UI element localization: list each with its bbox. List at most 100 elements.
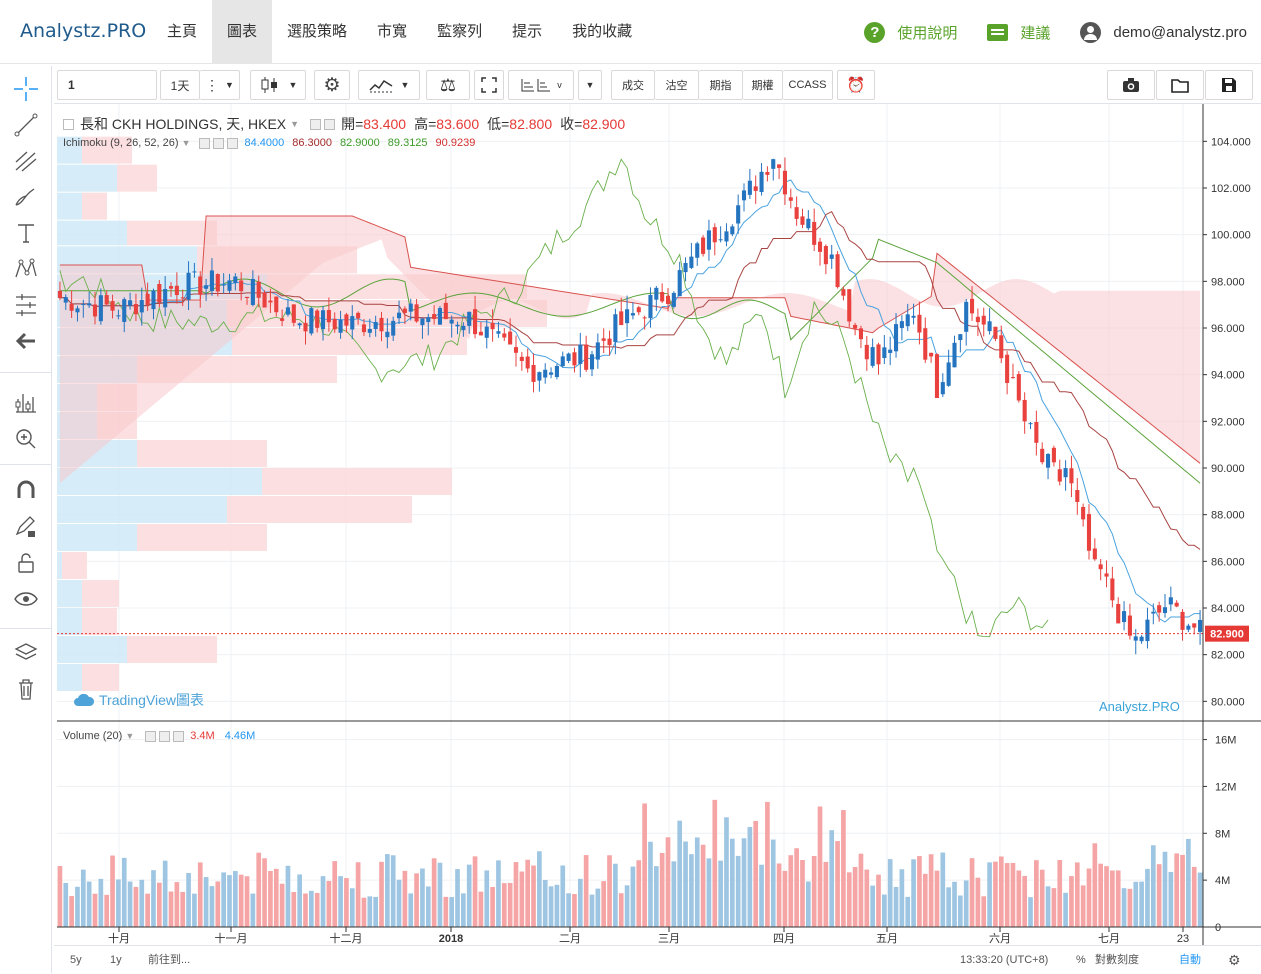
nav-item[interactable]: 選股策略 xyxy=(287,23,348,40)
layout-dropdown[interactable]: ▼ xyxy=(578,70,602,100)
volume-bar xyxy=(133,886,139,927)
stay-drawing-tool[interactable] xyxy=(11,512,41,542)
volume-bar xyxy=(1028,897,1033,927)
help-link[interactable]: ? 使用說明 xyxy=(864,21,958,43)
visibility-tool[interactable] xyxy=(11,584,41,614)
toolbar-button[interactable]: 成交 xyxy=(611,70,655,100)
eye-toggle-icon[interactable] xyxy=(145,730,157,742)
pitchfork-tool[interactable] xyxy=(11,146,41,176)
volume-bar xyxy=(104,894,110,927)
settings-toggle-icon[interactable] xyxy=(159,730,171,742)
gear-icon[interactable]: ⚙ xyxy=(1228,952,1241,968)
save-button[interactable] xyxy=(1205,70,1253,100)
candle-body xyxy=(320,310,326,330)
magnet-tool[interactable] xyxy=(11,476,41,506)
chart-svg[interactable]: 82.900 104.000 102.000 100.000 98.000 96.000 9… xyxy=(57,104,1261,945)
text-tool[interactable] xyxy=(11,218,41,248)
user-menu[interactable]: demo@analystz.pro xyxy=(1080,21,1247,43)
brush-tool[interactable] xyxy=(11,182,41,212)
chevron-down-icon[interactable]: ▼ xyxy=(290,119,300,129)
interval-button[interactable]: 1天 xyxy=(160,70,200,100)
volume-profile-bar xyxy=(137,524,267,551)
volume-bar xyxy=(238,874,244,927)
trendline-tool[interactable] xyxy=(11,110,41,140)
nav-item[interactable]: 監察列 xyxy=(437,23,483,40)
candle-body xyxy=(689,256,694,268)
eye-toggle-icon[interactable] xyxy=(310,118,322,130)
app-logo[interactable]: Analystz.PRO xyxy=(20,20,147,42)
crosshair-tool[interactable] xyxy=(11,74,41,104)
main-legend: 長和 CKH HOLDINGS, 天, HKEX ▼ 開= 83.400 高= 83… xyxy=(63,114,625,134)
fullscreen-button[interactable] xyxy=(474,70,504,100)
candle-body xyxy=(1028,423,1033,425)
layers-tool[interactable] xyxy=(11,638,41,668)
collapse-icon[interactable] xyxy=(63,118,74,130)
interval-dropdown[interactable]: ⋮ ▼ xyxy=(200,70,240,100)
nav-item[interactable]: 我的收藏 xyxy=(572,23,633,40)
folder-icon xyxy=(1171,78,1189,93)
volume-bar xyxy=(408,893,414,927)
measure-tool[interactable] xyxy=(11,388,41,418)
range-1y-button[interactable]: 1y xyxy=(110,954,122,966)
trendline-icon xyxy=(14,113,38,137)
candle-body xyxy=(455,324,460,327)
chevron-down-icon[interactable]: ▼ xyxy=(181,138,191,148)
chevron-down-icon[interactable]: ▼ xyxy=(125,731,135,741)
prediction-tool[interactable] xyxy=(11,290,41,320)
goto-date-button[interactable]: 前往到... xyxy=(148,954,191,966)
indicators-button[interactable]: ▼ xyxy=(358,70,420,100)
log-scale-button[interactable]: 對數刻度 xyxy=(1095,954,1139,966)
volume-tick-label: 16M xyxy=(1215,735,1236,747)
alarm-button[interactable]: ⏰ xyxy=(837,70,875,100)
symbol-input[interactable]: 1 xyxy=(57,70,157,100)
high-value: 83.600 xyxy=(436,116,480,132)
auto-scale-button[interactable]: 自動 xyxy=(1179,954,1201,966)
lock-tool[interactable] xyxy=(11,548,41,578)
pattern-tool[interactable] xyxy=(11,254,41,284)
zoom-tool[interactable] xyxy=(11,424,41,454)
nav-item[interactable]: 主頁 xyxy=(167,23,198,40)
candle-body xyxy=(280,318,285,321)
percent-scale-button[interactable]: % xyxy=(1076,954,1086,966)
clock-display[interactable]: 13:33:20 (UTC+8) xyxy=(960,954,1049,966)
volume-bar xyxy=(314,892,320,927)
tradingview-watermark[interactable]: TradingView圖表 xyxy=(73,690,204,710)
nav-item[interactable]: 圖表 xyxy=(212,0,273,64)
nav-item[interactable]: 市寬 xyxy=(377,23,408,40)
toolbar-button[interactable]: 期指 xyxy=(699,70,743,100)
settings-toggle-icon[interactable] xyxy=(213,137,225,149)
toolbar-button[interactable]: CCASS xyxy=(783,70,833,100)
suggest-link[interactable]: 建議 xyxy=(987,22,1050,43)
settings-button[interactable]: ⚙ xyxy=(314,70,350,100)
toolbar-button[interactable]: 沽空 xyxy=(655,70,699,100)
candle-body xyxy=(262,292,267,308)
toolbar-button[interactable]: 期權 xyxy=(743,70,783,100)
back-tool[interactable] xyxy=(11,326,41,356)
senkou-span-b xyxy=(59,215,1201,464)
volume-bar xyxy=(671,861,677,927)
open-folder-button[interactable] xyxy=(1156,70,1204,100)
candle-body xyxy=(695,243,700,258)
eye-toggle-icon[interactable] xyxy=(199,137,211,149)
compare-button[interactable]: ⚖ xyxy=(426,70,470,100)
chart-type-button[interactable]: ▼ xyxy=(250,70,306,100)
close-icon[interactable] xyxy=(173,730,185,742)
candle-body xyxy=(601,338,606,341)
range-5y-button[interactable]: 5y xyxy=(70,954,82,966)
candle-body xyxy=(923,328,928,360)
close-icon[interactable] xyxy=(227,137,239,149)
volume-bar xyxy=(835,841,840,927)
settings-toggle-icon[interactable] xyxy=(324,118,336,130)
layout-button[interactable]: v xyxy=(508,70,574,100)
nav-item[interactable]: 提示 xyxy=(512,23,543,40)
brand-watermark: Analystz.PRO xyxy=(1099,699,1180,714)
price-tick-label: 88.000 xyxy=(1211,510,1245,522)
time-tick-label: 五月 xyxy=(876,933,898,945)
chart-area[interactable]: 82.900 104.000 102.000 100.000 98.000 96.000 9… xyxy=(57,104,1261,945)
remove-drawings-tool[interactable] xyxy=(11,674,41,704)
help-label: 使用說明 xyxy=(897,24,958,42)
snapshot-button[interactable] xyxy=(1107,70,1155,100)
volume-bar xyxy=(952,881,957,927)
volume-bar xyxy=(525,859,531,927)
candle-body xyxy=(490,322,495,330)
